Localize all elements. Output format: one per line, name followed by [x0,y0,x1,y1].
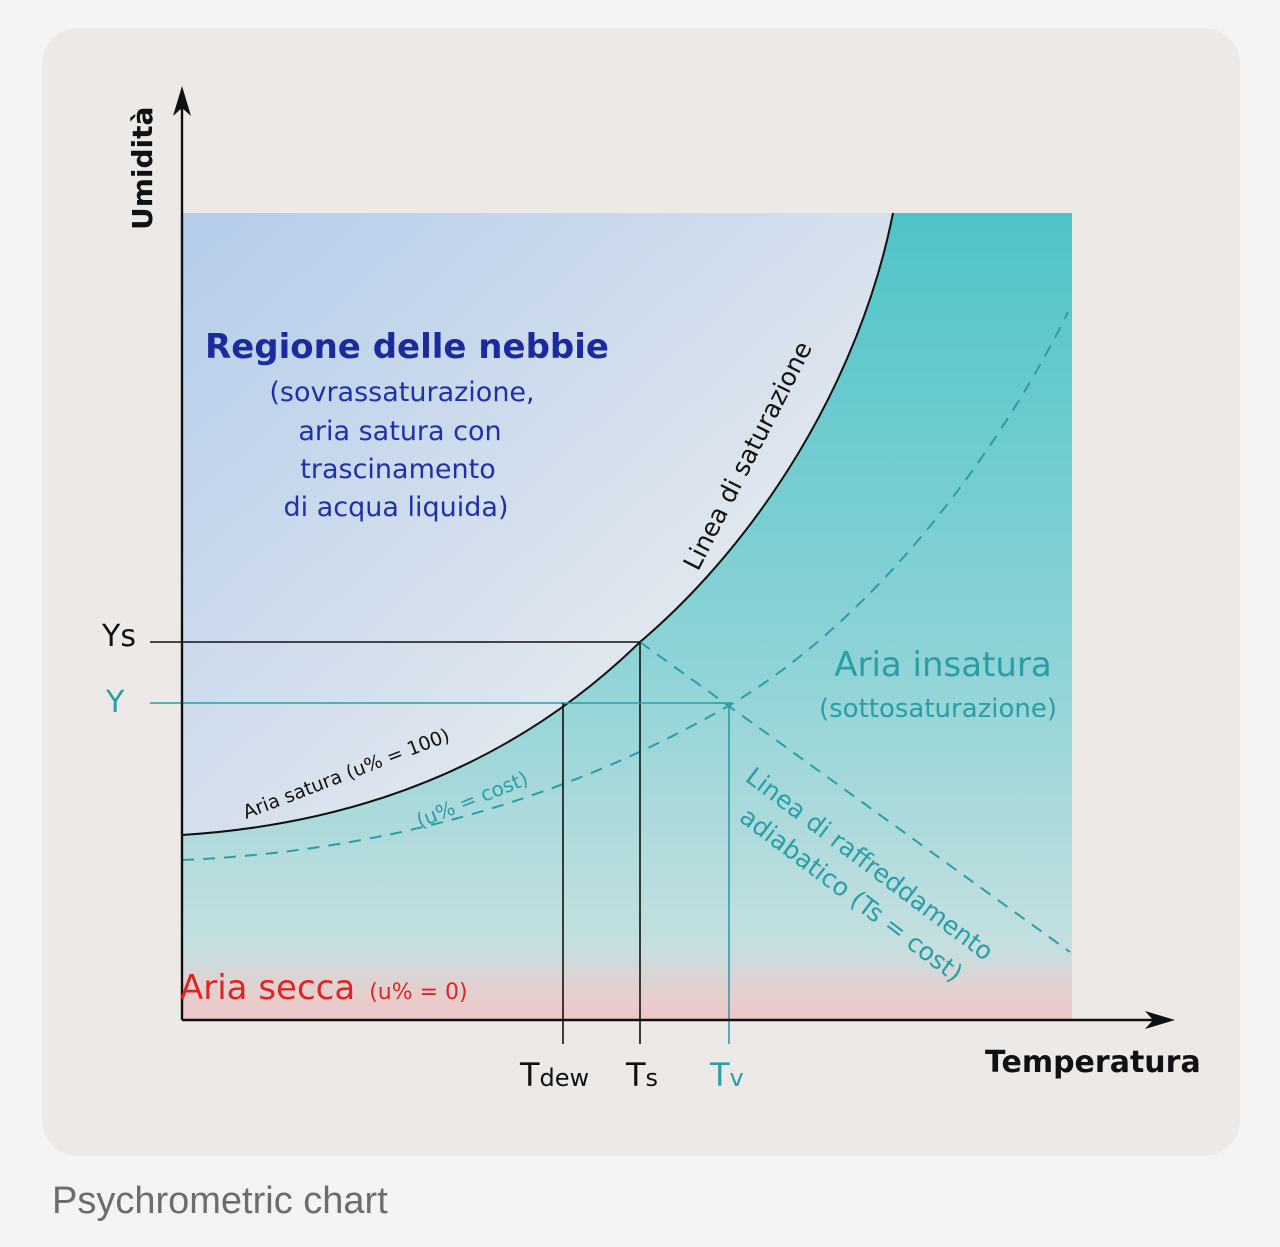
dry-air-title: Aria secca [180,968,355,1008]
unsaturated-subtitle: (sottosaturazione) [819,694,1057,724]
fog-region-line-1: (sovrassaturazione, [269,377,534,408]
tv-label-main: T [709,1056,730,1094]
tdew-label-main: T [519,1056,540,1094]
tv-label-sub: v [730,1064,744,1092]
unsaturated-region-fill [182,213,1072,1020]
ts-label-sub: s [646,1064,659,1092]
tdew-label: Tdew [519,1056,589,1094]
constant-humidity-curve [181,311,1069,861]
y-label: Y [105,685,125,720]
unsaturated-title: Aria insatura [834,645,1052,685]
dry-air-label: Aria secca (u% = 0) [180,968,468,1008]
tdew-label-sub: dew [540,1064,590,1092]
caption: Psychrometric chart [52,1180,388,1222]
ys-label: Ys [101,619,136,654]
fog-region-line-2: aria satura con [298,416,501,447]
adiabatic-cooling-line [639,641,1071,953]
y-axis-arrow [173,86,191,116]
y-axis-label: Umidità [126,107,159,230]
fog-region-title: Regione delle nebbie [205,327,609,367]
ts-label-main: T [625,1056,646,1094]
ts-label: Ts [625,1056,658,1094]
x-axis-arrow [1145,1011,1175,1029]
fog-region-line-3: trascinamento [300,454,495,485]
x-axis-label: Temperatura [985,1045,1201,1080]
dry-air-subtitle: (u% = 0) [369,980,467,1005]
fog-region-line-4: di acqua liquida) [284,492,509,523]
psychrometric-diagram: Umidità Temperatura Ys Y Tdew Ts Tv Regi… [101,86,1201,1094]
dry-air-band [182,960,1072,1020]
tv-label: Tv [709,1056,744,1094]
